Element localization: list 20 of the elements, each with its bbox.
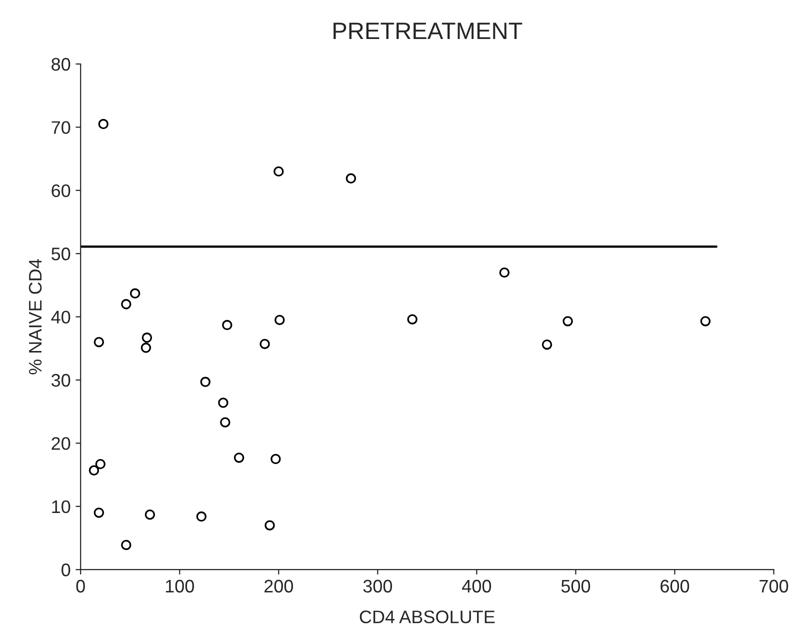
y-tick-label: 0 xyxy=(62,564,70,576)
y-tick-label: 50 xyxy=(52,248,70,260)
y-tick-label: 80 xyxy=(52,58,70,71)
y-tick-label: 40 xyxy=(51,310,70,324)
y-tick-label: 60 xyxy=(52,184,70,198)
y-tick-label: 20 xyxy=(52,437,70,450)
chart-title: PRETREATMENT xyxy=(334,22,522,39)
y-axis-title: % NAIVE CD4 xyxy=(28,259,42,374)
x-tick-label: 300 xyxy=(363,580,392,593)
y-tick-label: 30 xyxy=(51,374,70,387)
x-axis-title: CD4 ABSOLUTE xyxy=(360,610,495,624)
x-tick-label: 100 xyxy=(166,580,194,593)
x-tick-label: 500 xyxy=(561,580,590,593)
x-tick-label: 0 xyxy=(76,580,85,593)
x-tick-label: 400 xyxy=(462,580,492,593)
x-tick-label: 200 xyxy=(264,580,294,593)
x-tick-label: 600 xyxy=(660,580,690,593)
y-tick-label: 70 xyxy=(52,121,70,134)
y-tick-label: 10 xyxy=(52,500,70,514)
x-tick-label: 700 xyxy=(760,580,788,593)
